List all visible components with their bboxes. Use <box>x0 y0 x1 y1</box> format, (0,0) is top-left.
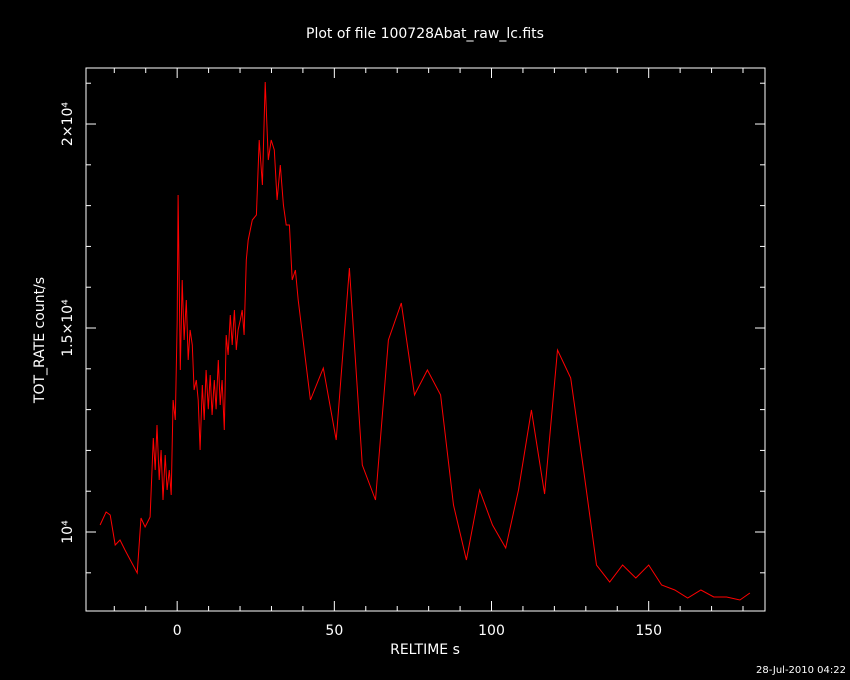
light-curve <box>99 81 751 601</box>
y-axis-label: TOT_RATE count/s <box>32 277 48 404</box>
x-tick-label: 0 <box>173 623 182 639</box>
plot-frame <box>85 67 766 612</box>
x-tick-label: 50 <box>325 623 343 639</box>
x-tick-label: 150 <box>635 623 662 639</box>
x-tick-label: 100 <box>478 623 505 639</box>
x-axis-label: RELTIME s <box>390 642 460 658</box>
y-tick-label: 1.5×10⁴ <box>60 299 76 357</box>
y-tick-label: 2×10⁴ <box>60 102 76 146</box>
y-tick-label: 10⁴ <box>60 520 76 544</box>
chart-title: Plot of file 100728Abat_raw_lc.fits <box>306 26 544 42</box>
footer: 28-Jul-2010 04:22 <box>756 665 846 676</box>
